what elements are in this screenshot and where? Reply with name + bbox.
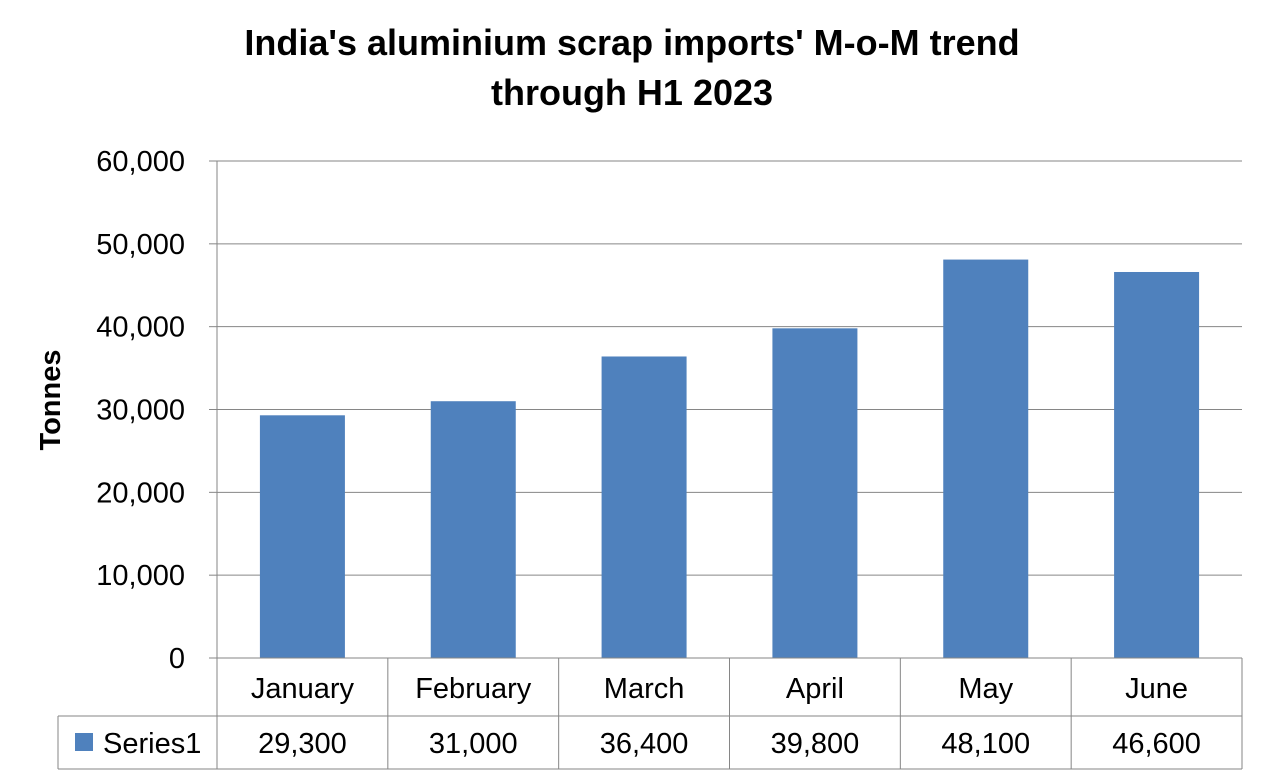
y-tick-label: 20,000	[96, 477, 185, 509]
bar-february	[430, 401, 516, 658]
x-category-label: February	[415, 673, 532, 705]
data-table-value: 46,600	[1112, 728, 1201, 760]
y-axis-title: Tonnes	[35, 350, 67, 451]
y-tick-label: 60,000	[96, 146, 185, 178]
x-category-label: June	[1125, 673, 1188, 705]
x-category-label: May	[958, 673, 1013, 705]
data-table-value: 31,000	[429, 728, 518, 760]
data-table-value: 36,400	[600, 728, 689, 760]
chart-title: India's aluminium scrap imports' M-o-M t…	[0, 18, 1264, 118]
x-category-label: March	[604, 673, 685, 705]
data-table-value: 48,100	[941, 728, 1030, 760]
gridlines	[217, 160, 1242, 576]
y-tick-label: 10,000	[96, 560, 185, 592]
bar-may	[943, 259, 1029, 658]
y-tick-label: 40,000	[96, 312, 185, 344]
data-table-value: 29,300	[258, 728, 347, 760]
bar-january	[259, 415, 345, 658]
x-category-label: April	[786, 673, 844, 705]
data-table-value: 39,800	[771, 728, 860, 760]
data-table: January 29,300 February 31,000 March 36,400 Ap…	[57, 657, 1243, 770]
bar-march	[601, 356, 687, 658]
chart-title-line-2: through H1 2023	[490, 72, 774, 113]
bar-april	[772, 328, 858, 658]
y-tick-labels: 0 10,000 20,000 30,000 40,000 50,000 60,000	[96, 146, 185, 675]
y-tick-label: 50,000	[96, 229, 185, 261]
x-category-label: January	[251, 673, 355, 705]
legend-label: Series1	[103, 728, 201, 760]
y-tick-label: 0	[169, 643, 185, 675]
axes	[209, 160, 218, 659]
chart-title-line-1: India's aluminium scrap imports' M-o-M t…	[244, 22, 1020, 63]
y-tick-label: 30,000	[96, 395, 185, 427]
bar-june	[1114, 271, 1200, 658]
legend-swatch	[75, 733, 93, 751]
bars	[259, 259, 1200, 658]
